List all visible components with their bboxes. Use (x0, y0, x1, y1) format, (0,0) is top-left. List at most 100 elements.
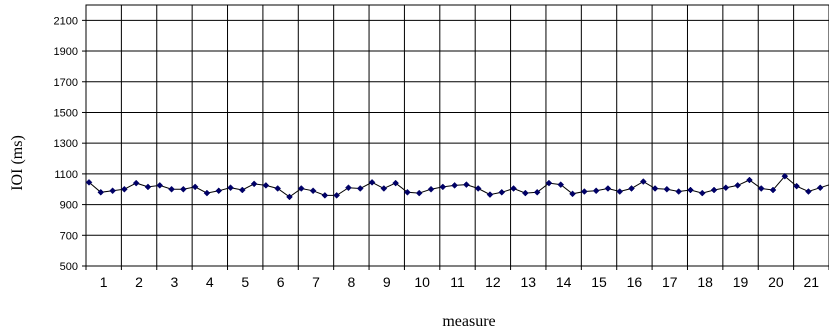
data-point (109, 187, 116, 195)
data-point (757, 185, 765, 192)
data-point (498, 188, 506, 196)
data-point (121, 185, 128, 193)
data-point (262, 182, 270, 189)
data-point (663, 185, 671, 193)
x-tick-label: 16 (627, 274, 643, 290)
data-point (191, 183, 199, 191)
y-tick-label: 1500 (54, 107, 78, 119)
data-point (569, 190, 576, 198)
data-point (404, 188, 411, 196)
data-point (698, 189, 706, 197)
data-point (415, 189, 423, 197)
data-point (793, 182, 800, 190)
data-point (557, 181, 565, 188)
x-tick-label: 17 (662, 274, 678, 290)
x-tick-label: 6 (277, 274, 285, 290)
x-tick-label: 13 (520, 274, 536, 290)
data-point (85, 178, 93, 186)
x-tick-label: 9 (383, 274, 391, 290)
x-tick-label: 7 (312, 274, 320, 290)
y-axis-label: IOI (ms) (9, 135, 26, 191)
data-point (227, 184, 234, 192)
y-tick-label: 900 (60, 200, 78, 212)
data-point (168, 185, 175, 193)
data-point (250, 180, 258, 188)
data-point (592, 187, 600, 195)
y-tick-label: 500 (60, 261, 78, 273)
data-point (392, 179, 399, 187)
data-point (97, 188, 105, 196)
series-line (88, 175, 829, 198)
y-tick-label: 1900 (54, 46, 78, 58)
data-point (451, 182, 458, 189)
x-tick-label: 15 (591, 274, 607, 290)
data-point (297, 185, 305, 192)
data-point (675, 188, 683, 195)
data-point (179, 185, 187, 193)
x-tick-label: 1 (100, 274, 108, 290)
y-tick-label: 1300 (54, 138, 78, 150)
data-point (734, 182, 742, 189)
plot-area-border (85, 4, 829, 267)
y-tick-label: 1100 (54, 169, 78, 181)
data-point (510, 185, 517, 192)
x-axis-label: measure (442, 313, 495, 330)
series-layer (85, 172, 829, 201)
data-point (439, 183, 447, 191)
x-axis-ticks: 1 2 3 4 5 6 7 8 9 10 11 12 13 14 15 16 17 18 19 20 21 (85, 266, 829, 290)
data-point (321, 192, 329, 199)
data-point (805, 188, 812, 195)
data-point (474, 185, 482, 192)
x-tick-label: 14 (556, 274, 572, 290)
data-point (368, 178, 376, 186)
data-point (781, 172, 789, 180)
data-point (156, 182, 164, 189)
data-point (380, 185, 388, 192)
data-point (144, 183, 152, 191)
data-point (309, 187, 317, 195)
data-point (345, 184, 352, 192)
x-tick-label: 3 (171, 274, 179, 290)
data-point (533, 188, 541, 196)
plot-frame (85, 4, 829, 267)
data-point (687, 186, 694, 194)
data-point (816, 184, 824, 192)
data-point (427, 185, 435, 193)
x-tick-label: 21 (804, 274, 820, 290)
data-point (604, 185, 612, 192)
data-point (746, 176, 753, 184)
data-point (215, 187, 223, 195)
y-axis-ticks: 500 700 900 1100 1300 1500 1700 1900 2100 (54, 15, 86, 273)
x-tick-label: 18 (697, 274, 713, 290)
data-point (522, 189, 529, 197)
y-tick-label: 2100 (54, 15, 78, 27)
data-point (356, 185, 364, 192)
data-point (545, 179, 553, 187)
data-point (486, 191, 494, 198)
data-point (710, 186, 718, 194)
y-tick-label: 1700 (54, 77, 78, 89)
data-point (286, 193, 293, 201)
x-tick-label: 4 (206, 274, 214, 290)
data-point (274, 185, 282, 192)
x-tick-label: 5 (241, 274, 249, 290)
x-tick-label: 20 (768, 274, 784, 290)
x-tick-label: 11 (450, 274, 465, 290)
data-point (132, 179, 140, 187)
data-point (616, 188, 624, 195)
x-tick-label: 8 (347, 274, 355, 290)
x-tick-label: 10 (414, 274, 430, 290)
data-point (238, 186, 246, 194)
data-point (769, 186, 777, 194)
x-tick-label: 19 (733, 274, 749, 290)
data-point (639, 178, 647, 185)
y-tick-label: 700 (60, 230, 78, 242)
data-point (203, 189, 211, 197)
data-point (580, 188, 588, 195)
data-point (651, 185, 659, 192)
data-point (722, 184, 730, 192)
x-tick-label: 12 (485, 274, 501, 290)
data-point (628, 185, 635, 192)
data-point (333, 192, 341, 199)
